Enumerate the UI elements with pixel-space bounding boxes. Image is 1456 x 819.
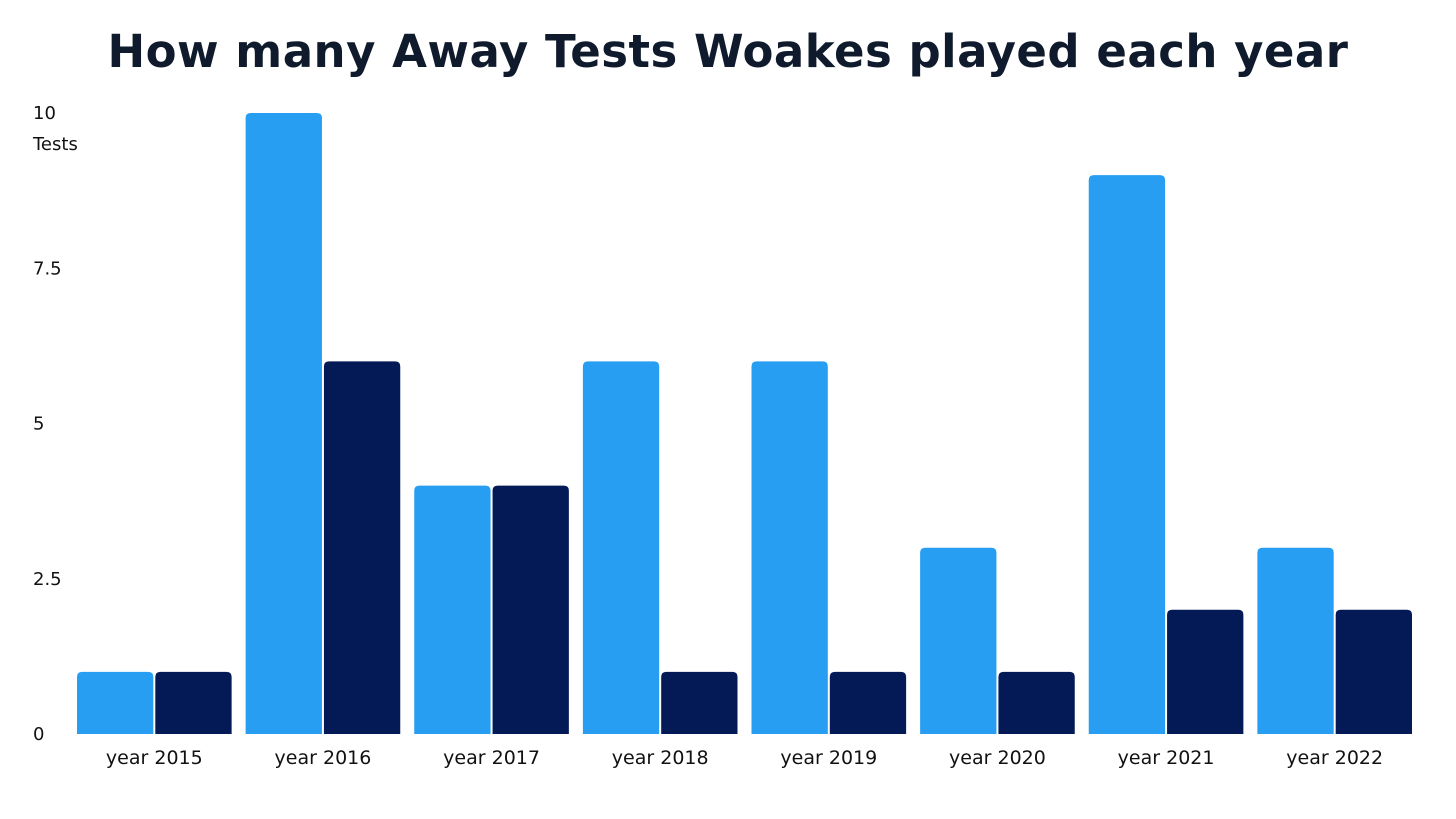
bar-series1-year-2020 [920, 547, 997, 734]
x-axis-labels: year 2015 year 2016 year 2017 year 2018 year… [106, 747, 1383, 769]
bar-series2-year-2019 [829, 671, 907, 734]
x-tick-label: year 2021 [1118, 747, 1215, 769]
bar-series1-year-2022 [1257, 547, 1334, 734]
bar-series1-year-2015 [77, 671, 154, 734]
bar-series1-year-2016 [245, 113, 322, 734]
bar-series2-year-2017 [492, 485, 569, 734]
y-axis-label: Tests [32, 134, 78, 155]
y-tick-label: 10 [33, 103, 56, 124]
bars-layer [77, 113, 1412, 735]
x-tick-label: year 2022 [1286, 747, 1383, 769]
x-tick-label: year 2019 [780, 747, 877, 769]
x-tick-label: year 2016 [275, 747, 372, 769]
bar-series2-year-2016 [323, 361, 401, 734]
bar-series2-year-2020 [998, 671, 1075, 734]
y-tick-label: 5 [33, 414, 44, 435]
chart-title: How many Away Tests Woakes played each y… [107, 25, 1349, 78]
bar-series1-year-2018 [582, 361, 660, 734]
bar-series2-year-2021 [1167, 609, 1244, 734]
x-tick-label: year 2020 [949, 747, 1046, 769]
bar-series2-year-2015 [155, 671, 232, 734]
y-tick-label: 2.5 [33, 569, 62, 590]
bar-series1-year-2017 [414, 485, 491, 734]
bar-series2-year-2018 [661, 671, 738, 734]
y-tick-label: 7.5 [33, 258, 62, 279]
x-tick-label: year 2018 [612, 747, 709, 769]
bar-series2-year-2022 [1335, 609, 1412, 734]
bar-series1-year-2021 [1088, 175, 1166, 735]
x-tick-label: year 2015 [106, 747, 203, 769]
x-tick-label: year 2017 [443, 747, 540, 769]
y-axis-ticks: 0 2.5 5 7.5 10 [33, 103, 62, 745]
bar-series1-year-2019 [751, 361, 828, 734]
y-tick-label: 0 [33, 724, 44, 745]
